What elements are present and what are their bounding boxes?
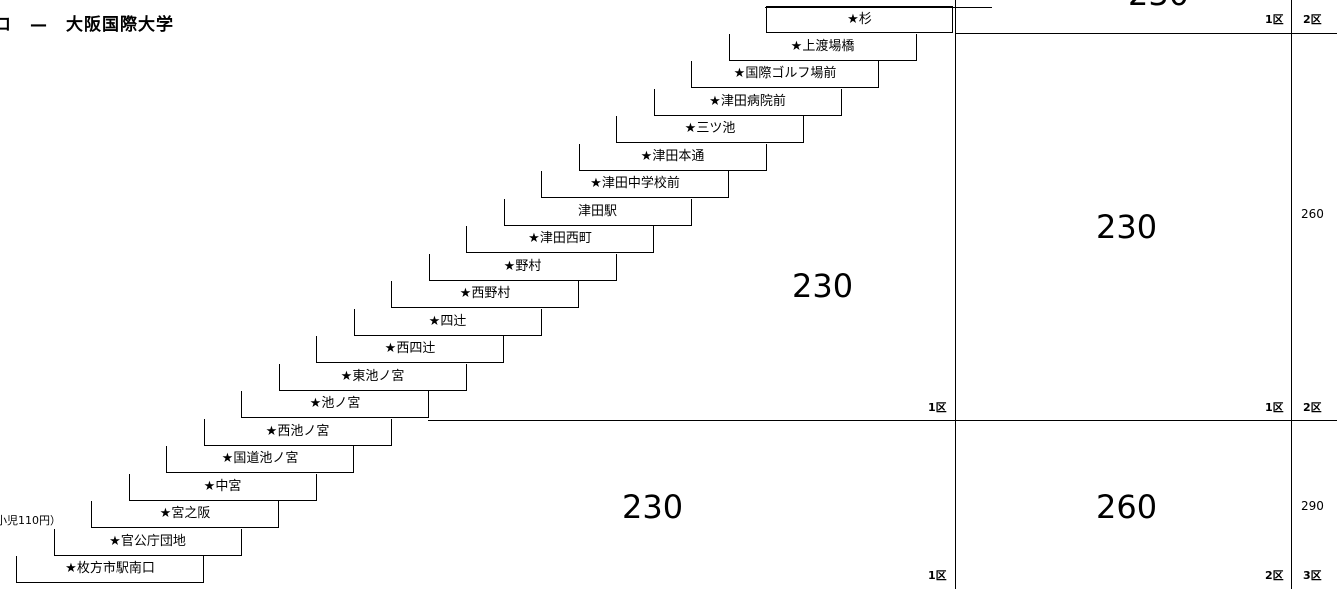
stop-box: ★西四辻: [316, 336, 504, 363]
stop-box: ★四辻: [354, 309, 542, 336]
stop-box: ★三ツ池: [616, 116, 804, 143]
fare-upper-mid: 230: [1096, 211, 1157, 243]
grid-line: [1291, 0, 1292, 589]
fare-right-upper: 260: [1301, 208, 1324, 220]
stop-box: ★津田西町: [466, 226, 654, 253]
zone-label: 1区: [1265, 402, 1284, 414]
stop-box: ★国道池ノ宮: [166, 446, 354, 473]
zone-label: 3区: [1303, 570, 1322, 582]
zone-label: 1区: [928, 402, 947, 414]
stop-box: ★東池ノ宮: [279, 364, 467, 391]
grid-line: [955, 0, 956, 589]
page-title: ロ — 大阪国際大学: [0, 10, 174, 35]
stop-box: ★津田本通: [579, 144, 767, 171]
grid-line: [765, 7, 992, 8]
stop-box: ★官公庁団地: [54, 529, 242, 556]
fare-top-partial: 230: [1128, 0, 1189, 10]
zone-label: 2区: [1303, 402, 1322, 414]
stop-box: ★枚方市駅南口: [16, 556, 204, 583]
stop-box: ★津田病院前: [654, 89, 842, 116]
zone-label: 2区: [1303, 14, 1322, 26]
fare-right-lower: 290: [1301, 500, 1324, 512]
grid-line: [428, 420, 1337, 421]
stop-box: ★池ノ宮: [241, 391, 429, 418]
stop-box: ★中宮: [129, 474, 317, 501]
stop-box: ★津田中学校前: [541, 171, 729, 198]
stop-box: ★国際ゴルフ場前: [691, 61, 879, 88]
stop-box: ★宮之阪: [91, 501, 279, 528]
zone-label: 2区: [1265, 570, 1284, 582]
stop-box: ★西野村: [391, 281, 579, 308]
fare-lower-left: 230: [622, 491, 683, 523]
stop-box: ★野村: [429, 254, 617, 281]
fare-lower-mid: 260: [1096, 491, 1157, 523]
stop-box: 津田駅: [504, 199, 692, 226]
grid-line: [955, 33, 1337, 34]
stop-box: ★杉: [766, 6, 953, 33]
zone-label: 1区: [928, 570, 947, 582]
fare-upper-left: 230: [792, 270, 853, 302]
zone-label: 1区: [1265, 14, 1284, 26]
child-fare-note: 小児110円）: [0, 512, 61, 528]
stop-box: ★西池ノ宮: [204, 419, 392, 446]
stop-box: ★上渡場橋: [729, 34, 917, 61]
